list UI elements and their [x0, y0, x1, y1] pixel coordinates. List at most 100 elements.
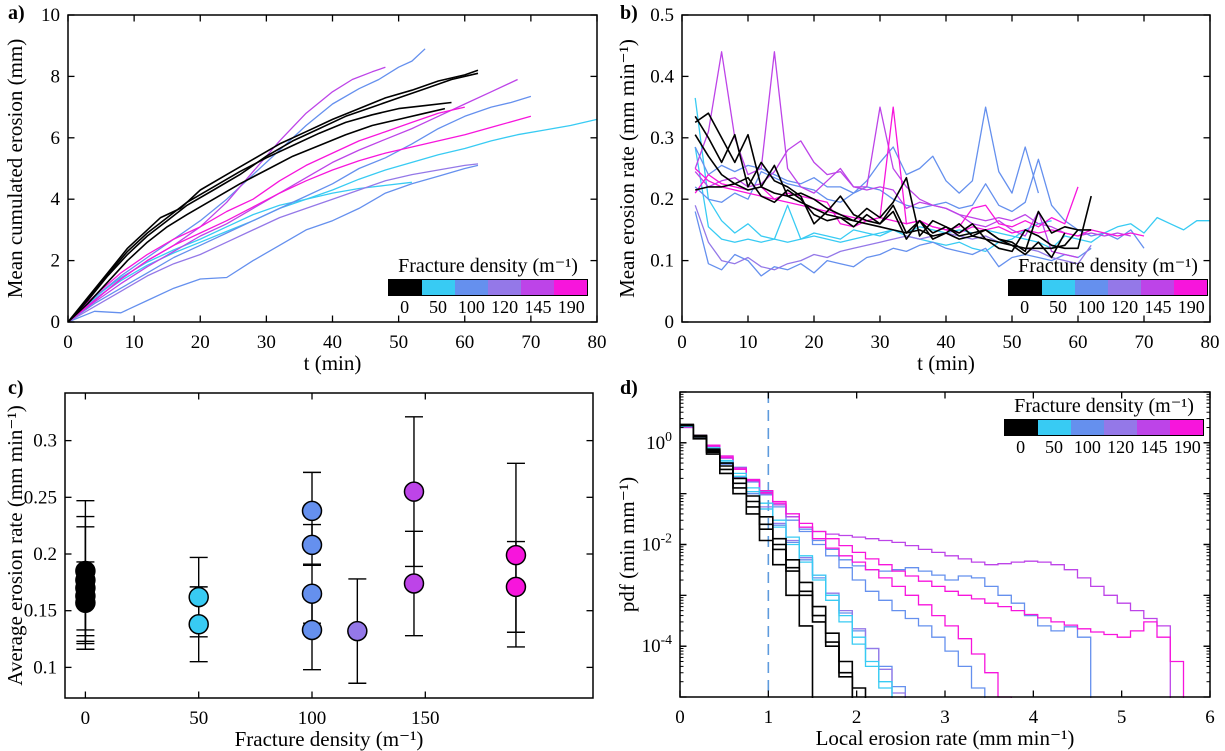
x-tick-label: 40: [323, 332, 342, 353]
data-point-density-145: [403, 573, 425, 594]
y-axis-label: pdf (min mm⁻¹): [615, 477, 639, 612]
legend-segment-100: [1071, 420, 1104, 435]
legend-value-label: 50: [1048, 297, 1067, 317]
legend-segment-100: [455, 280, 488, 295]
legend-segment-190: [1170, 420, 1203, 435]
panel-b-label: b): [620, 2, 638, 24]
x-tick-label: 30: [871, 332, 890, 353]
series-line-density-100: [67, 48, 426, 323]
y-tick-label: 0.2: [650, 189, 674, 210]
legend-value-label: 120: [1107, 437, 1135, 457]
x-tick-label: 10: [739, 332, 758, 353]
series-line-density-145: [67, 78, 518, 323]
legend-value-label: 120: [1111, 297, 1139, 317]
x-tick-label: 20: [805, 332, 824, 353]
legend-segment-50: [1042, 280, 1075, 295]
x-tick-label: 50: [189, 708, 208, 729]
panel-a-label: a): [8, 2, 25, 24]
y-tick-label: 0.1: [33, 657, 57, 678]
legend-value-label: 100: [1073, 437, 1101, 457]
series-group: [67, 48, 598, 323]
legend-value-label: 100: [1077, 297, 1105, 317]
series-group: [694, 51, 1210, 277]
histogram-density-50: [680, 425, 893, 698]
series-line-density-0: [695, 183, 1079, 250]
y-tick-label: 8: [51, 66, 61, 87]
y-tick-label: 6: [51, 128, 61, 149]
legend-segment-145: [521, 280, 554, 295]
data-point-density-50: [188, 586, 209, 608]
legend-segment-120: [1104, 420, 1137, 435]
data-point-density-0: [75, 592, 96, 614]
legend-value-label: 145: [1140, 437, 1168, 457]
legend-value-label: 190: [557, 297, 585, 317]
legend-value-label: 190: [1177, 297, 1205, 317]
y-axis-label: Average erosion rate (mm min⁻¹): [3, 405, 27, 686]
y-tick-label: 10-4: [642, 632, 673, 657]
x-tick-label: 0: [81, 708, 91, 729]
series-line-density-100: [67, 164, 479, 323]
axes: 0 10 20 30 40 50 60 70 80 0 2 4 6 8 10 t (min) Mean cumu…: [3, 5, 607, 375]
panel-a-chart: 0 10 20 30 40 50 60 70 80 0 2 4 6 8 10 t (min) Mean cumu…: [3, 5, 607, 375]
data-point-density-145: [403, 481, 425, 502]
y-tick-label: 0.25: [24, 487, 57, 508]
x-tick-label: 30: [257, 332, 276, 353]
data-point-density-100: [301, 500, 323, 522]
series-line-density-0: [694, 134, 1066, 259]
legend-value-label: 120: [491, 297, 519, 317]
legend-segment-145: [1137, 420, 1170, 435]
legend-title: Fracture density (m⁻¹): [1018, 255, 1198, 277]
y-tick-label: 0.3: [33, 431, 57, 452]
histogram-density-145: [680, 426, 1171, 698]
legend-panel-a: Fracture density (m⁻¹) 0 50 100 120 145 190: [388, 254, 588, 317]
legend-value-label: 100: [457, 297, 485, 317]
histogram-density-0: [680, 424, 854, 698]
legend-segment-50: [1038, 420, 1071, 435]
legend-segment-120: [488, 280, 521, 295]
y-tick-label: 0: [51, 312, 61, 333]
legend-segment-120: [1108, 280, 1141, 295]
legend-value-label: 50: [1044, 437, 1063, 457]
y-axis-label: Mean cumulated erosion (mm): [3, 39, 27, 299]
x-tick-label: 70: [521, 332, 540, 353]
data-point-density-190: [505, 576, 527, 598]
legend-colorbar: [1004, 419, 1204, 436]
legend-segment-190: [554, 280, 587, 295]
x-tick-label: 6: [1205, 707, 1215, 728]
panel-c-label: c): [8, 377, 24, 399]
series-group: [680, 423, 1185, 698]
data-point-density-120: [347, 620, 368, 642]
y-tick-label: 0.4: [650, 66, 674, 87]
series-line-density-190: [67, 115, 532, 323]
series-line-density-145: [694, 51, 1079, 259]
legend-value-label: 145: [524, 297, 552, 317]
x-tick-label: 0: [63, 332, 73, 353]
y-tick-label: 0.15: [24, 601, 57, 622]
y-tick-label: 0.1: [650, 251, 674, 272]
x-tick-label: 60: [1069, 332, 1088, 353]
series-line-density-50: [67, 181, 412, 323]
legend-panel-d: Fracture density (m⁻¹) 0 50 100 120 145 190: [1004, 394, 1204, 457]
legend-labels: 0 50 100 120 145 190: [388, 297, 588, 317]
x-tick-label: 10: [125, 332, 144, 353]
legend-title: Fracture density (m⁻¹): [398, 255, 578, 277]
plot-frame: [64, 392, 594, 699]
legend-value-label: 0: [1020, 297, 1030, 317]
axes: 0 50 100 150 0.1 0.15 0.2 0.25 0.3 Fracture densi…: [3, 392, 594, 751]
x-tick-label: 40: [937, 332, 956, 353]
x-tick-label: 1: [764, 707, 774, 728]
x-tick-label: 150: [411, 708, 440, 729]
series-line-density-0: [67, 69, 479, 323]
x-axis-label: t (min): [917, 351, 975, 375]
data-point-density-100: [301, 583, 323, 604]
x-tick-label: 60: [455, 332, 474, 353]
x-tick-label: 2: [852, 707, 862, 728]
legend-colorbar: [1008, 279, 1208, 296]
series-line-density-100: [694, 106, 1040, 194]
series-line-density-120: [67, 163, 479, 323]
y-tick-label: 100: [646, 429, 672, 454]
series-line-density-100: [67, 95, 532, 323]
histogram-density-190: [680, 425, 1012, 698]
x-axis-label: t (min): [304, 351, 362, 375]
